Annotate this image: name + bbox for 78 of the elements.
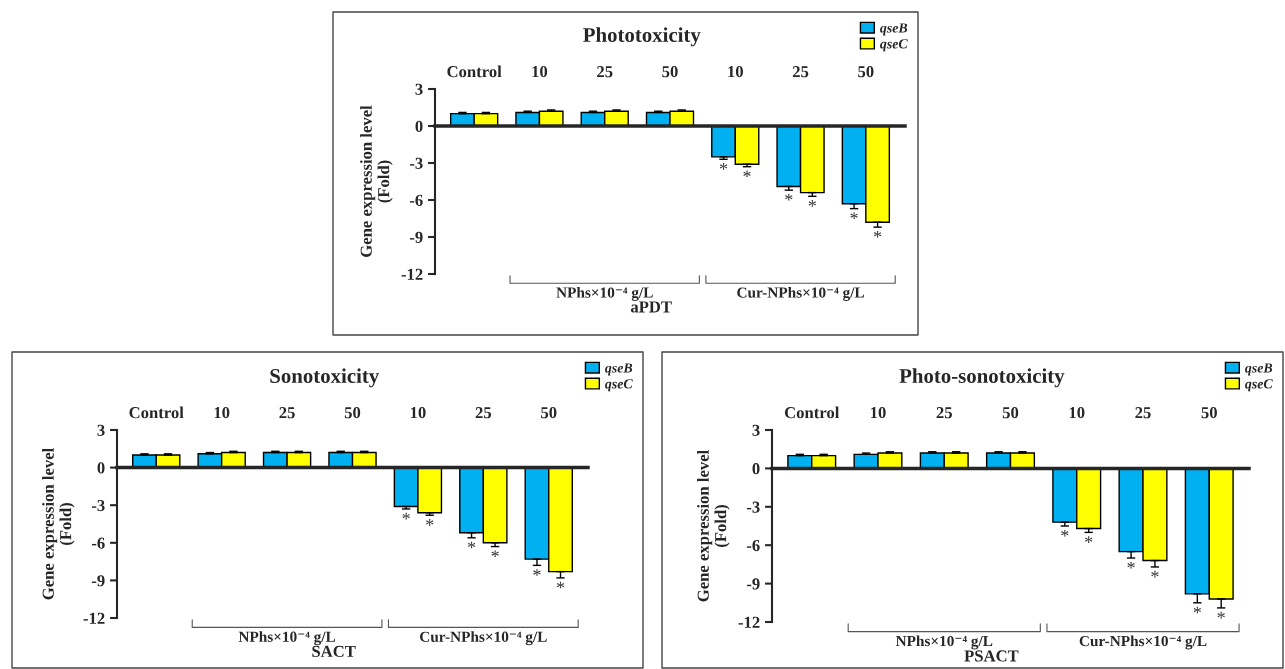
data-label: * (467, 541, 476, 549)
data-label: * (1061, 529, 1069, 537)
x-axis-title: PSACT (964, 650, 1019, 662)
x-tick-label: 10 (1069, 407, 1085, 419)
chart-title: Sonotoxicity (270, 368, 380, 388)
y-tick-label: -9 (91, 575, 105, 587)
text: NPhs×10⁻⁴ g/L (556, 286, 653, 301)
x-tick-label: 50 (1002, 407, 1019, 419)
x-axis-title: aPDT (630, 301, 672, 313)
data-label: * (743, 170, 751, 178)
x-tick-label: 25 (279, 407, 295, 419)
x-tick-label: 25 (597, 66, 613, 78)
x-tick-label: 50 (541, 407, 557, 419)
y-tick-label: -3 (746, 501, 760, 513)
y-tick-label: -12 (83, 612, 105, 624)
y-tick-label: 3 (415, 83, 423, 95)
text: NPhs×10⁻⁴ g/L (895, 635, 993, 650)
x-tick-label: 10 (214, 407, 230, 419)
x-tick-label: Control (784, 406, 840, 419)
legend-label: qseB (880, 23, 908, 36)
data-label: * (719, 163, 728, 170)
x-tick-label: 25 (936, 407, 952, 419)
chart-title: Photo-sonotoxicity (899, 368, 1065, 388)
y-axis-title: Gene expression level (Fold) (697, 450, 730, 602)
y-tick-label: 0 (97, 462, 105, 474)
x-tick-label: Control (129, 406, 184, 419)
data-label: * (533, 569, 541, 576)
y-tick-label: -6 (746, 539, 760, 552)
y-tick-label: -6 (409, 194, 423, 206)
y-tick-label: -3 (91, 499, 105, 512)
data-label: * (873, 230, 882, 238)
x-tick-label: 50 (344, 407, 361, 419)
data-label: * (1217, 611, 1225, 619)
data-label: * (556, 581, 565, 589)
data-label: * (402, 512, 410, 520)
text: NPhs×10⁻⁴ g/L (238, 631, 336, 646)
y-axis-title: Gene expression level (Fold) (360, 105, 393, 257)
y-tick-label: -3 (409, 157, 423, 169)
y-tick-label: -12 (738, 616, 760, 628)
x-tick-label: 10 (871, 407, 886, 419)
y-tick-label: -12 (401, 268, 423, 280)
legend-label: qseC (605, 379, 633, 392)
y-tick-label: -9 (746, 578, 760, 590)
x-tick-label: 25 (1135, 407, 1151, 419)
data-label: * (1193, 606, 1201, 614)
y-axis-title: Gene expression level (Fold) (42, 448, 75, 600)
legend-label: qseC (1245, 379, 1273, 392)
data-label: * (1127, 561, 1135, 569)
data-label: * (785, 193, 793, 201)
x-tick-label: 25 (792, 66, 809, 78)
data-label: * (491, 550, 499, 558)
y-tick-label: -6 (91, 537, 105, 549)
legend-label: qseC (880, 39, 908, 52)
y-tick-label: 3 (752, 424, 760, 436)
x-tick-label: 10 (532, 66, 548, 78)
y-tick-label: 0 (752, 463, 760, 475)
data-label: * (1085, 536, 1093, 543)
legend-label: qseB (605, 363, 633, 376)
x-axis-title: SACT (312, 645, 356, 657)
y-tick-label: 3 (97, 424, 105, 436)
x-tick-label: 50 (662, 66, 678, 78)
x-tick-label: Control (447, 65, 502, 78)
data-label: * (426, 519, 434, 526)
chart-title: Phototoxicity (583, 27, 701, 47)
y-tick-label: -9 (409, 231, 423, 243)
x-tick-label: 25 (475, 407, 492, 419)
data-label: * (808, 200, 816, 207)
data-label: * (850, 212, 858, 220)
x-tick-label: 50 (858, 66, 874, 78)
x-tick-label: 50 (1201, 407, 1217, 419)
legend-label: qseB (1245, 363, 1273, 376)
x-tick-label: 10 (410, 407, 426, 419)
text: Cur-NPhs×10⁻⁴ g/L (1079, 635, 1207, 650)
x-tick-label: 10 (728, 66, 743, 78)
y-tick-label: 0 (415, 120, 423, 132)
data-label: * (1151, 570, 1159, 578)
text: Cur-NPhs×10⁻⁴ g/L (420, 631, 547, 646)
text: Cur-NPhs×10⁻⁴ g/L (737, 286, 864, 301)
